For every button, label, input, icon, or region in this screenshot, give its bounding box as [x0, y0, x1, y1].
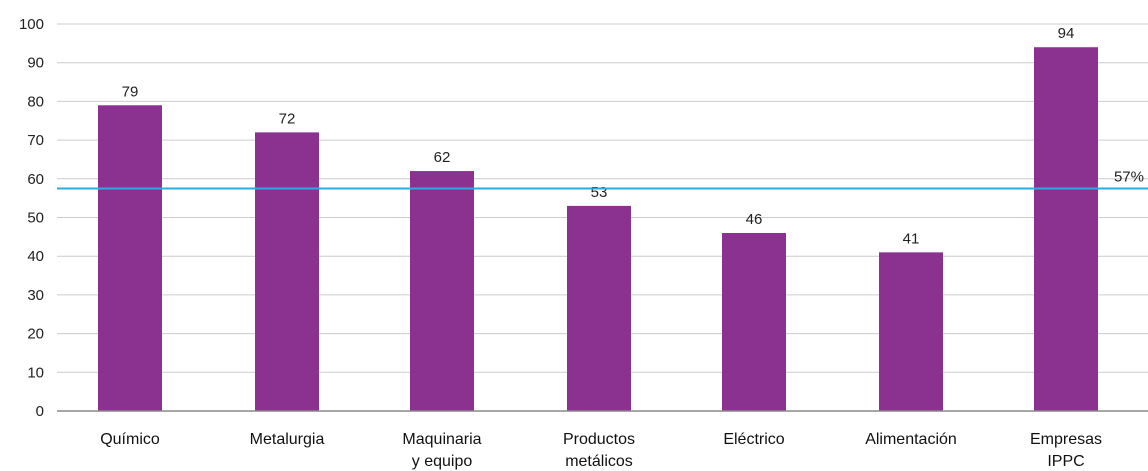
category-label: IPPC — [1047, 453, 1084, 470]
y-tick-label: 50 — [27, 210, 44, 227]
y-tick-label: 0 — [36, 403, 44, 420]
y-tick-label: 20 — [27, 326, 44, 343]
bar — [722, 233, 786, 411]
data-label: 72 — [279, 110, 296, 127]
category-label: y equipo — [412, 453, 473, 470]
data-label: 53 — [591, 184, 608, 201]
y-tick-label: 60 — [27, 171, 44, 188]
category-label: Químico — [100, 431, 160, 448]
category-labels: Químico Metalurgia Maquinaria y equipo Produ… — [100, 431, 1102, 470]
category-label: Productos — [563, 431, 635, 448]
category-label: Empresas — [1030, 431, 1102, 448]
category-label: metálicos — [565, 453, 633, 470]
y-axis-ticks: 0 10 20 30 40 50 60 70 80 90 100 — [19, 16, 44, 420]
bar — [879, 252, 943, 411]
category-label: Alimentación — [865, 431, 957, 448]
data-label: 94 — [1058, 25, 1075, 42]
y-tick-label: 10 — [27, 364, 44, 381]
data-label: 41 — [903, 230, 920, 247]
y-tick-label: 40 — [27, 248, 44, 265]
bar — [98, 105, 162, 411]
bar — [255, 132, 319, 411]
reference-line-label: 57% — [1114, 168, 1144, 185]
y-tick-label: 30 — [27, 287, 44, 304]
data-label: 79 — [122, 83, 139, 100]
bar — [567, 206, 631, 411]
y-tick-label: 80 — [27, 93, 44, 110]
y-tick-label: 70 — [27, 132, 44, 149]
bar — [1034, 47, 1098, 411]
bar — [410, 171, 474, 411]
y-tick-label: 90 — [27, 55, 44, 72]
data-label: 46 — [746, 211, 763, 228]
category-label: Metalurgia — [250, 431, 325, 448]
category-label: Eléctrico — [723, 431, 784, 448]
y-tick-label: 100 — [19, 16, 44, 33]
category-label: Maquinaria — [402, 431, 481, 448]
data-label: 62 — [434, 149, 451, 166]
